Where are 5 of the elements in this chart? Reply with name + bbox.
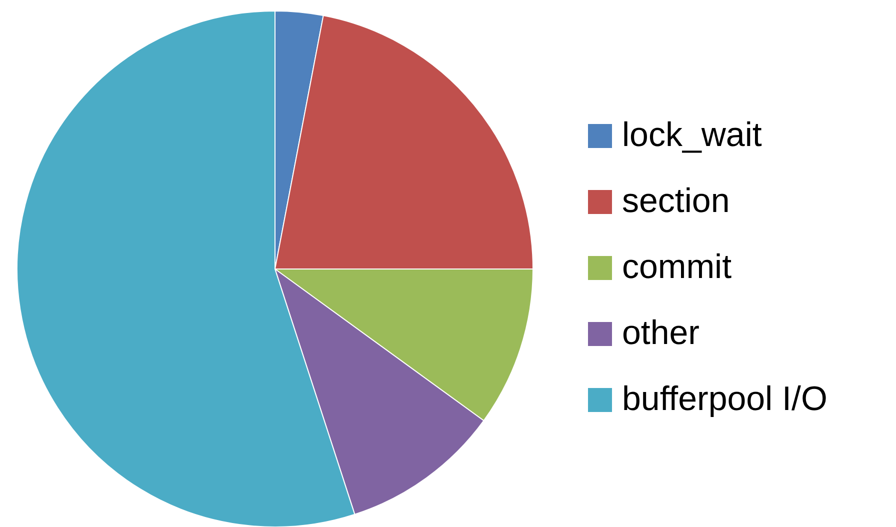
legend-label: other [622,314,700,353]
legend-label: commit [622,248,732,287]
legend-label: section [622,182,730,221]
legend-label: bufferpool I/O [622,380,828,419]
legend-label: lock_wait [622,116,762,155]
